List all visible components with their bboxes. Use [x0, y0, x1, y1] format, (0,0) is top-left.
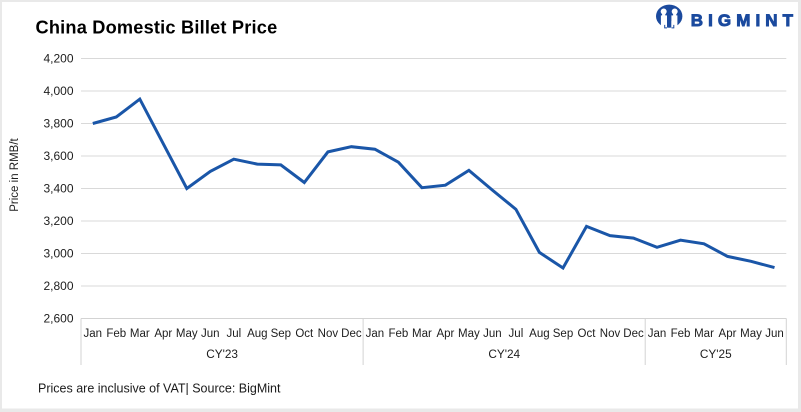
- svg-text:CY'25: CY'25: [700, 347, 732, 361]
- svg-text:Jun: Jun: [765, 328, 784, 340]
- svg-text:Prices are inclusive of VAT| S: Prices are inclusive of VAT| Source: Big…: [38, 382, 281, 396]
- svg-text:Aug: Aug: [247, 328, 267, 340]
- svg-text:China Domestic Billet Price: China Domestic Billet Price: [36, 18, 278, 38]
- svg-text:3,400: 3,400: [43, 182, 73, 196]
- svg-text:Jun: Jun: [483, 328, 502, 340]
- svg-text:Sep: Sep: [271, 328, 291, 340]
- svg-text:Sep: Sep: [553, 328, 573, 340]
- svg-text:Feb: Feb: [106, 328, 126, 340]
- svg-text:Oct: Oct: [578, 328, 597, 340]
- svg-text:Dec: Dec: [341, 328, 362, 340]
- svg-text:Apr: Apr: [154, 328, 172, 340]
- svg-text:Jan: Jan: [366, 328, 385, 340]
- svg-text:3,000: 3,000: [43, 247, 73, 261]
- svg-text:3,800: 3,800: [43, 117, 73, 131]
- svg-text:Feb: Feb: [671, 328, 691, 340]
- svg-text:Jun: Jun: [201, 328, 220, 340]
- svg-text:Feb: Feb: [388, 328, 408, 340]
- svg-text:4,000: 4,000: [43, 84, 73, 98]
- svg-text:Price in RMB/t: Price in RMB/t: [9, 137, 21, 211]
- svg-text:CY'24: CY'24: [488, 347, 520, 361]
- svg-text:Jan: Jan: [84, 328, 103, 340]
- svg-text:3,200: 3,200: [43, 214, 73, 228]
- svg-text:Mar: Mar: [130, 328, 150, 340]
- svg-text:Dec: Dec: [623, 328, 644, 340]
- svg-text:Apr: Apr: [719, 328, 737, 340]
- svg-text:4,200: 4,200: [43, 52, 73, 66]
- svg-text:Mar: Mar: [412, 328, 432, 340]
- svg-text:3,600: 3,600: [43, 149, 73, 163]
- svg-text:Jul: Jul: [509, 328, 524, 340]
- svg-text:May: May: [176, 328, 198, 340]
- svg-text:2,600: 2,600: [43, 312, 73, 326]
- svg-text:CY'23: CY'23: [206, 347, 238, 361]
- svg-text:May: May: [740, 328, 762, 340]
- svg-text:Apr: Apr: [436, 328, 454, 340]
- svg-text:Nov: Nov: [318, 328, 339, 340]
- svg-text:Nov: Nov: [600, 328, 621, 340]
- svg-text:Mar: Mar: [694, 328, 714, 340]
- svg-text:2,800: 2,800: [43, 279, 73, 293]
- svg-text:May: May: [458, 328, 480, 340]
- svg-text:Oct: Oct: [295, 328, 314, 340]
- svg-text:Jul: Jul: [226, 328, 241, 340]
- svg-text:BIGMINT: BIGMINT: [691, 11, 798, 30]
- svg-text:Jan: Jan: [648, 328, 667, 340]
- svg-text:Aug: Aug: [529, 328, 549, 340]
